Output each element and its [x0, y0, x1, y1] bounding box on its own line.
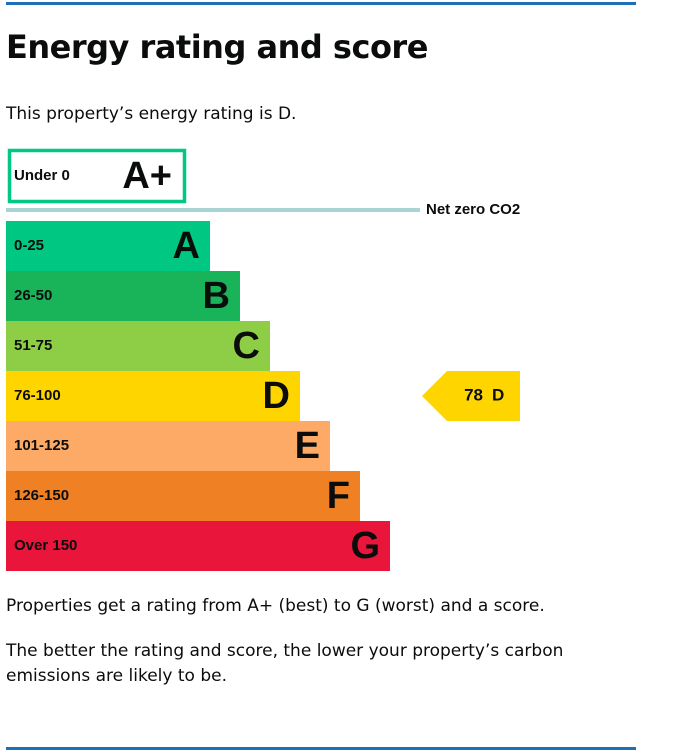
rating-band [6, 471, 360, 521]
current-letter: D [492, 385, 504, 404]
top-rule [6, 2, 636, 5]
band-range: 26-50 [14, 287, 52, 304]
rating-band [6, 321, 270, 371]
band-letter: G [350, 525, 380, 567]
band-range: 76-100 [14, 387, 61, 404]
rating-band [6, 521, 390, 571]
bottom-rule [6, 747, 636, 750]
band-letter: E [295, 425, 320, 467]
band-letter: C [233, 325, 260, 367]
paragraph: The better the rating and score, the low… [6, 641, 564, 686]
band-range: 126-150 [14, 487, 69, 504]
net-zero-label: Net zero CO2 [426, 201, 520, 218]
band-letter: A [173, 225, 200, 267]
current-score: 78 [464, 385, 483, 404]
page-title: Energy rating and score [6, 28, 428, 66]
band-letter: B [203, 275, 230, 317]
paragraph: Properties get a rating from A+ (best) t… [6, 596, 545, 616]
band-letter: F [327, 475, 350, 517]
band-range: 101-125 [14, 437, 69, 454]
rating-band [6, 421, 330, 471]
band-range: Over 150 [14, 537, 77, 554]
band-letter: D [263, 375, 290, 417]
top-band-range: Under 0 [14, 167, 70, 184]
intro-text: This property’s energy rating is D. [6, 104, 297, 124]
rating-band [6, 271, 240, 321]
rating-chart: Under 0 A+ Net zero CO2 0-25 A 26-50 B 51-75… [6, 148, 520, 571]
rating-band [6, 371, 300, 421]
current-rating-arrow [422, 371, 520, 421]
top-band-box [7, 148, 187, 204]
top-band-letter: A+ [122, 155, 172, 197]
band-range: 51-75 [14, 337, 52, 354]
band-range: 0-25 [14, 237, 44, 254]
rating-band [6, 221, 210, 271]
